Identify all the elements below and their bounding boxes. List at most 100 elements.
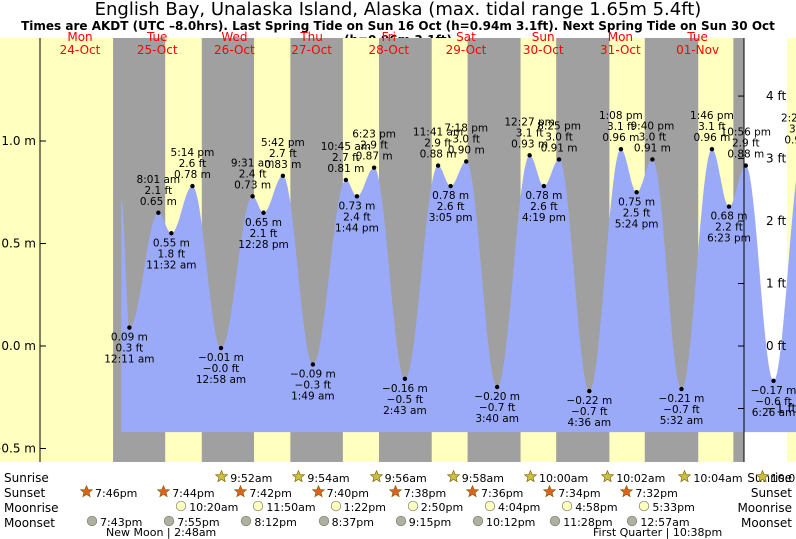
day-weekday-label: Sun — [532, 30, 555, 44]
sunrise-time-text: 9:56am — [384, 471, 427, 485]
tide-extreme-label: 2.6 ft — [530, 201, 558, 213]
moonset-time: 7:55pm — [163, 515, 220, 530]
sunset-time-text: 7:36pm — [481, 486, 524, 500]
tide-extreme-point — [709, 147, 715, 152]
tide-extreme-label: 2.2 ft — [715, 222, 743, 234]
tide-extreme-point — [371, 165, 377, 170]
moon-phase-label: New Moon | 2:48am — [106, 526, 217, 539]
moonrise-icon — [330, 500, 342, 515]
day-weekday-label: Tue — [686, 30, 708, 44]
tide-extreme-point — [541, 183, 547, 189]
tide-extreme-label: 0.65 m — [245, 217, 282, 229]
tide-extreme-label: −0.0 ft — [203, 363, 239, 375]
day-date-label: 30-Oct — [523, 43, 564, 57]
y-tick-label-m: 1.0 m — [1, 134, 36, 148]
tide-extreme-label: −0.17 m — [751, 385, 796, 397]
moonset-icon — [395, 515, 407, 530]
sunset-time-text: 7:32pm — [635, 486, 678, 500]
day-weekday-label: Mon — [608, 30, 633, 44]
sunrise-icon — [292, 469, 306, 486]
y-tick-label-ft: 4 ft — [766, 89, 786, 103]
moonset-time-text: 10:12pm — [486, 516, 536, 529]
sunrise-icon — [446, 469, 460, 486]
tide-extreme-label: −0.3 ft — [295, 379, 331, 391]
tide-extreme-label: 12:11 am — [104, 354, 154, 366]
tide-extreme-label: −0.5 ft — [387, 394, 423, 406]
moonrise-time-text: 2:50pm — [420, 501, 464, 514]
day-weekday-label: Sat — [456, 30, 476, 44]
tide-extreme-label: 3.1 ft — [516, 127, 544, 139]
moonrise-time: 4:04pm — [484, 500, 540, 515]
tide-extreme-label: 2.6 ft — [437, 201, 465, 213]
tide-extreme-label: 11:41 am — [413, 127, 463, 139]
tide-extreme-point — [556, 157, 562, 162]
tide-extreme-point — [127, 325, 132, 330]
sunrise-time: 9:58am — [446, 469, 504, 486]
moonset-row-label-left: Moonset — [4, 516, 55, 530]
moonrise-time: 11:50am — [252, 500, 316, 515]
tide-extreme-label: 0.95 m — [784, 134, 796, 146]
tide-extreme-point — [527, 153, 532, 158]
tide-extreme-label: 1:49 am — [291, 390, 335, 402]
tide-extreme-label: 0.73 m — [234, 179, 271, 191]
tide-extreme-point — [354, 194, 360, 199]
chart-title: English Bay, Unalaska Island, Alaska (ma… — [94, 0, 702, 20]
tide-extreme-label: 0.90 m — [448, 145, 485, 157]
tide-extreme-label: 5:42 pm — [261, 137, 305, 149]
tide-extreme-point — [679, 386, 684, 392]
moonset-icon — [163, 515, 175, 530]
sunset-time-text: 7:42pm — [249, 486, 292, 500]
y-tick-label-ft: −1 ft — [766, 401, 796, 415]
tide-extreme-label: 3.1 ft — [698, 121, 726, 133]
tide-extreme-label: −0.01 m — [198, 352, 244, 364]
moon-phase-label: First Quarter | 10:38pm — [593, 526, 723, 539]
sunrise-time-text: 10:05am — [770, 471, 796, 485]
tide-extreme-label: 8:01 am — [137, 174, 181, 186]
tide-extreme-label: 2:22 pm — [781, 112, 796, 124]
plot-left-margin — [0, 38, 40, 462]
tide-extreme-label: 2.9 ft — [360, 140, 388, 152]
sunset-time-text: 7:44pm — [172, 486, 215, 500]
moonset-time-text: 11:28pm — [563, 516, 613, 529]
day-date-label: 25-Oct — [137, 43, 178, 57]
tide-extreme-point — [587, 388, 592, 394]
tide-extreme-point — [261, 210, 266, 215]
tide-extreme-label: −0.09 m — [290, 368, 336, 380]
sunrise-time: 9:52am — [215, 469, 272, 486]
tide-extreme-label: 0.88 m — [727, 149, 764, 161]
tide-extreme-label: 0.55 m — [153, 237, 190, 249]
sunrise-time: 9:54am — [292, 469, 350, 486]
moonrise-row-label-right: Moonrise — [737, 501, 792, 515]
moonset-time: 8:12pm — [240, 515, 297, 530]
moonset-icon — [86, 515, 98, 530]
tide-extreme-label: 2.4 ft — [343, 211, 371, 223]
sunrise-icon — [755, 469, 769, 486]
tide-extreme-label: 0.73 m — [338, 200, 375, 212]
tide-extreme-label: 7:18 pm — [444, 123, 488, 135]
tide-extreme-label: −0.21 m — [659, 393, 705, 405]
tide-extreme-label: 0.83 m — [264, 159, 301, 171]
tide-extreme-point — [650, 157, 655, 162]
moonset-row-label-right: Moonset — [741, 516, 792, 530]
tide-extreme-label: 0.75 m — [618, 196, 655, 208]
tide-extreme-label: 0.91 m — [634, 142, 671, 154]
moonset-time-text: 9:15pm — [408, 516, 452, 529]
tide-extreme-label: 9:31 am — [231, 157, 275, 169]
moonrise-icon — [407, 500, 419, 515]
moonset-icon — [318, 515, 330, 530]
tide-extreme-point — [218, 345, 224, 351]
sunset-time: 7:36pm — [465, 484, 524, 501]
tide-extreme-point — [169, 231, 174, 236]
tide-extreme-label: 0.09 m — [111, 332, 148, 344]
day-weekday-label: Mon — [67, 30, 92, 44]
day-weekday-label: Thu — [299, 30, 323, 44]
tide-extreme-label: −0.6 ft — [755, 396, 791, 408]
sunrise-time: 10:02am — [601, 469, 665, 486]
sunset-time: 7:38pm — [388, 484, 446, 501]
tide-extreme-label: 1.8 ft — [158, 248, 186, 260]
sunset-icon — [311, 484, 325, 501]
tide-extreme-label: 6:23 pm — [707, 233, 751, 245]
tide-extreme-label: 12:28 pm — [238, 239, 289, 251]
sunrise-time: 9:56am — [369, 469, 427, 486]
